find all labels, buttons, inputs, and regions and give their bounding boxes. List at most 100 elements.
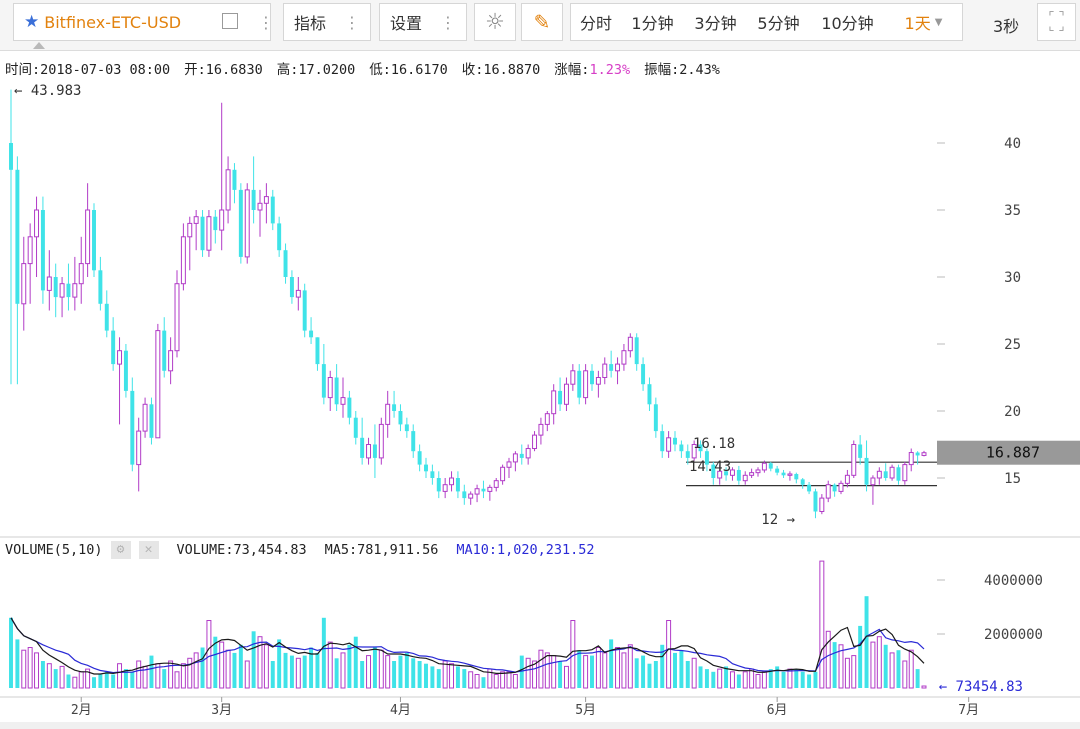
volume-bar [538, 649, 544, 689]
ma5-line [10, 617, 925, 675]
candle-body [736, 469, 741, 481]
candle-body [602, 363, 608, 379]
volume-bar [673, 652, 677, 688]
symbol-menu-icon[interactable]: ⋮ [258, 12, 274, 32]
candle-body [257, 202, 263, 211]
volume-bar [717, 668, 723, 689]
volume-bar [277, 639, 282, 688]
candle-body [902, 464, 908, 482]
volume-bar [724, 666, 729, 688]
candle-body [27, 236, 33, 265]
volume-bar [411, 658, 416, 688]
candle-body [98, 270, 103, 304]
interval-label: 10分钟 [821, 14, 874, 33]
fullscreen-button[interactable]: ⌜ ⌝ ⌞ ⌟ [1037, 3, 1076, 41]
volume-bar [474, 674, 480, 689]
volume-bar [755, 674, 761, 689]
volume-bar [838, 644, 844, 689]
x-tick-label: 6月 [767, 703, 788, 718]
volume-bar [761, 671, 767, 689]
volume-bar [206, 620, 212, 689]
candle-body [295, 289, 301, 298]
candle-body [334, 377, 339, 405]
candle-body [512, 453, 518, 463]
candle-body [21, 263, 27, 305]
ohlc-time: 时间:2018-07-03 08:00 [5, 62, 171, 78]
volume-info: VOLUME(5,10) ⚙ ✕ VOLUME:73,454.83 MA5:78… [5, 541, 595, 559]
candle-body [92, 210, 96, 271]
volume-bar [92, 677, 96, 688]
volume-bar [908, 649, 914, 689]
candle-body [398, 411, 403, 425]
symbol-label: Bitfinex-ETC-USD [44, 12, 182, 32]
refresh-interval[interactable]: 3秒 [993, 17, 1020, 36]
volume-bar [378, 649, 384, 689]
candle-body [679, 444, 684, 452]
volume-bar [481, 677, 486, 688]
indicator-menu-icon[interactable]: ⋮ [344, 12, 360, 32]
symbol-selector[interactable]: ★ Bitfinex-ETC-USD ⋮ [13, 3, 274, 41]
interval-label: 5分钟 [757, 14, 800, 33]
volume-bar [679, 650, 684, 688]
candle-body [851, 444, 857, 476]
close-icon[interactable]: ✕ [138, 541, 159, 559]
candle-body [704, 451, 709, 465]
volume-bar [915, 669, 920, 688]
volume-bar [168, 660, 174, 689]
volume-bar [334, 658, 339, 688]
interval-tab-4[interactable]: 10分钟 [810, 3, 886, 41]
volume-bar [563, 665, 569, 689]
candle-body [896, 467, 901, 481]
star-icon[interactable]: ★ [24, 12, 40, 32]
popout-icon[interactable] [222, 13, 238, 29]
volume-bar [583, 655, 589, 689]
indicator-button[interactable]: 指标 ⋮ [283, 3, 371, 41]
draw-button[interactable]: ✎ [521, 3, 563, 41]
interval-tab-2[interactable]: 3分钟 [684, 3, 748, 41]
candle-body [200, 216, 205, 251]
volume-bar [742, 671, 748, 689]
volume-bar [213, 636, 218, 688]
settings-menu-icon[interactable]: ⋮ [440, 12, 456, 32]
candle-body [698, 444, 703, 452]
level-label-low: 14.43 [689, 459, 731, 475]
volume-bar [729, 671, 735, 689]
ohlc-amplitude: 振幅:2.43% [644, 62, 720, 78]
y-tick-label: 30 [1004, 270, 1021, 286]
theme-button[interactable]: ☼ [474, 3, 516, 41]
volume-tick-label: 2000000 [984, 627, 1043, 643]
candle-body [532, 434, 538, 450]
candle-body [800, 479, 805, 485]
toolbar: ★ Bitfinex-ETC-USD ⋮ 指标 ⋮ 设置 ⋮ ☼ ✎ 分时 1分… [0, 0, 1080, 51]
interval-tab-3[interactable]: 5分钟 [747, 3, 811, 41]
volume-bar [519, 655, 524, 688]
candle-body [666, 437, 672, 452]
volume-bar [59, 665, 65, 689]
candle-body [889, 466, 895, 479]
volume-bar [430, 666, 435, 688]
volume-bar [551, 655, 557, 689]
volume-bar [781, 671, 786, 688]
interval-dropdown[interactable]: 1天 ▼ [885, 3, 963, 41]
candle-body [755, 469, 761, 474]
volume-bar [627, 644, 633, 689]
volume-bar [468, 671, 474, 689]
gear-icon[interactable]: ⚙ [110, 541, 131, 559]
volume-bar [615, 647, 621, 689]
volume-bar [436, 669, 441, 688]
volume-bar [634, 658, 639, 688]
volume-bar [883, 644, 888, 688]
volume-bar [398, 655, 403, 688]
x-tick-label: 7月 [958, 703, 979, 718]
volume-bar [187, 657, 193, 689]
candle-body [908, 452, 914, 466]
candle-body [621, 350, 627, 365]
volume-bar [130, 671, 135, 688]
candle-body [277, 223, 282, 251]
settings-button[interactable]: 设置 ⋮ [379, 3, 467, 41]
candle-body [742, 474, 748, 482]
interval-tab-1[interactable]: 1分钟 [621, 3, 685, 41]
volume-bar [500, 671, 506, 689]
volume-bar [787, 668, 793, 689]
